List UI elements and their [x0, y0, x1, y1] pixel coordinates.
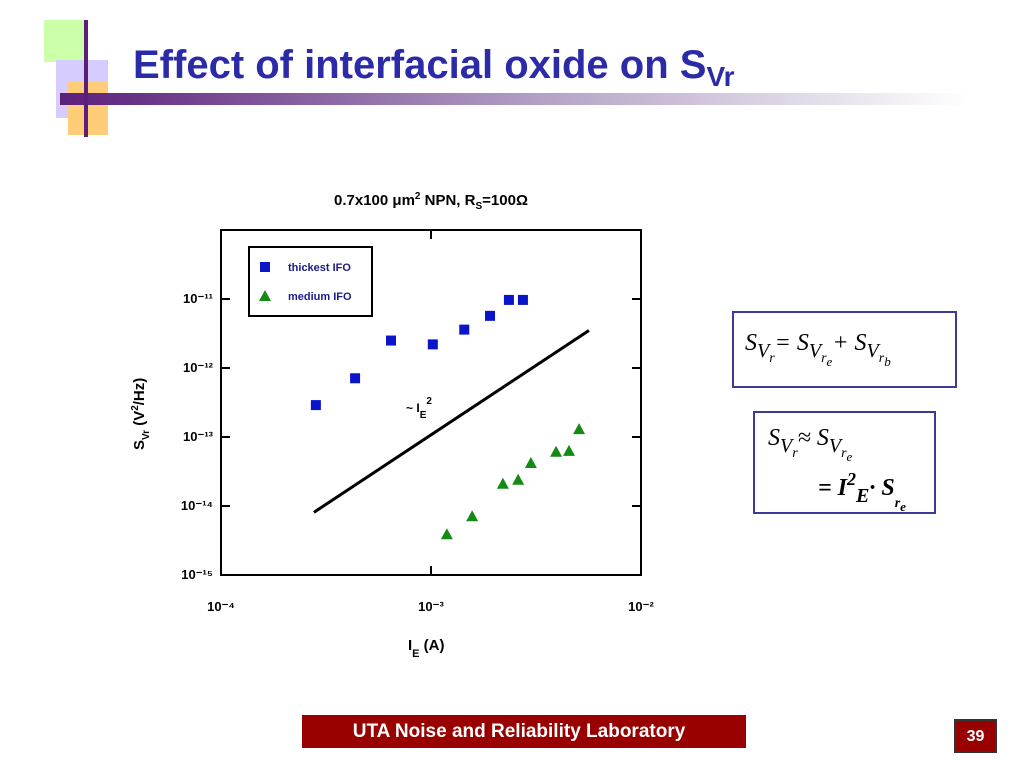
- marker: [562, 444, 575, 456]
- footer-text: UTA Noise and Reliability Laboratory: [353, 721, 686, 742]
- slide-title: Effect of interfacial oxide on SVr: [133, 43, 735, 92]
- equation-part: r: [841, 446, 847, 461]
- marker: [503, 294, 514, 305]
- decor-square: [44, 20, 88, 62]
- chart-title-part: 2: [415, 191, 421, 202]
- legend-label: thickest IFO: [288, 262, 351, 274]
- equation-box: [732, 311, 957, 388]
- equation-part: e: [847, 449, 853, 464]
- marker: [524, 456, 537, 468]
- equation-part: · S: [869, 475, 894, 501]
- y-tick-label: 10⁻¹¹: [183, 291, 213, 306]
- decor-line: [84, 20, 88, 137]
- legend: [248, 246, 373, 317]
- equation-part: b: [884, 354, 891, 369]
- marker: [550, 445, 563, 457]
- marker: [427, 339, 438, 350]
- equation-part: + S: [832, 330, 866, 356]
- marker: [466, 510, 479, 522]
- x-axis-label-part: E: [412, 648, 419, 660]
- equation-part: e: [900, 499, 906, 514]
- x-tick-label: 10⁻³: [418, 599, 444, 614]
- x-tick-label: 10⁻²: [628, 599, 654, 614]
- y-tick-label: 10⁻¹³: [183, 429, 214, 444]
- title-bar: [60, 93, 970, 105]
- equation-part: V: [757, 340, 772, 362]
- equation-part: V: [829, 435, 844, 457]
- marker: [259, 290, 271, 301]
- equation-box: [753, 411, 936, 514]
- equation-part: V: [809, 340, 824, 362]
- annotation-part: ~ I: [406, 401, 420, 415]
- marker: [386, 335, 397, 346]
- y-tick-label: 10⁻¹⁵: [181, 567, 213, 582]
- y-axis-label-part: /Hz): [131, 378, 148, 406]
- y-axis-label: SVr (V2/Hz): [130, 378, 152, 450]
- y-axis-label-part: Vr: [141, 430, 152, 440]
- y-axis-label-part: S: [131, 440, 148, 450]
- marker: [310, 400, 321, 411]
- y-tick-label: 10⁻¹⁴: [181, 498, 213, 513]
- fit-line: [313, 329, 590, 514]
- page-number: 39: [967, 728, 985, 745]
- equation-part: V: [867, 340, 882, 362]
- marker: [517, 294, 528, 305]
- chart-title-part: S: [475, 201, 482, 212]
- equation-part: r: [821, 351, 827, 366]
- equation-part: V: [780, 435, 795, 457]
- equation: SVr= SVre+ SVrb: [745, 330, 891, 369]
- marker: [485, 310, 496, 321]
- y-axis-label-part: 2: [130, 405, 141, 411]
- chart-title-part: 0.7x100 μm: [334, 192, 415, 209]
- equation: SVr≈ SVre: [768, 425, 853, 464]
- equation-part: e: [827, 354, 833, 369]
- equation-part: S: [768, 425, 780, 451]
- page-box: [954, 719, 997, 753]
- marker: [512, 473, 525, 485]
- equation-part: r: [792, 446, 798, 461]
- marker: [440, 528, 453, 540]
- annotation-part: 2: [426, 396, 432, 407]
- equation-part: = S: [775, 330, 809, 356]
- equation-part: r: [769, 351, 775, 366]
- annotation: ~ IE 2: [406, 396, 432, 421]
- marker: [496, 477, 509, 489]
- equation-part: ≈ S: [798, 425, 829, 451]
- x-axis-label-part: (A): [420, 637, 445, 654]
- equation-part: r: [879, 351, 885, 366]
- title-text: Effect of interfacial oxide on S: [133, 43, 706, 87]
- title-subscript: Vr: [706, 61, 734, 92]
- y-axis-label-part: (V: [131, 411, 148, 430]
- marker: [260, 262, 270, 272]
- annotation-part: E: [420, 410, 427, 421]
- chart-title-part: NPN, R: [420, 192, 475, 209]
- equation: = I2E· Sre: [818, 469, 906, 514]
- equation-part: E: [855, 485, 869, 507]
- equation-part: r: [895, 496, 901, 511]
- marker: [350, 373, 361, 384]
- y-tick-label: 10⁻¹²: [183, 360, 214, 375]
- marker: [573, 423, 586, 435]
- equation-part: = I: [818, 475, 849, 501]
- equation-part: S: [745, 330, 757, 356]
- footer-box: [302, 715, 746, 748]
- marker: [459, 324, 470, 335]
- legend-label: medium IFO: [288, 291, 352, 303]
- x-axis-label: IE (A): [408, 637, 445, 660]
- chart-title-part: =100Ω: [482, 192, 528, 209]
- x-axis-label-part: I: [408, 637, 412, 654]
- equation-part: 2: [846, 469, 856, 489]
- x-tick-label: 10⁻⁴: [207, 599, 235, 614]
- chart-title: 0.7x100 μm2 NPN, RS=100Ω: [334, 191, 528, 212]
